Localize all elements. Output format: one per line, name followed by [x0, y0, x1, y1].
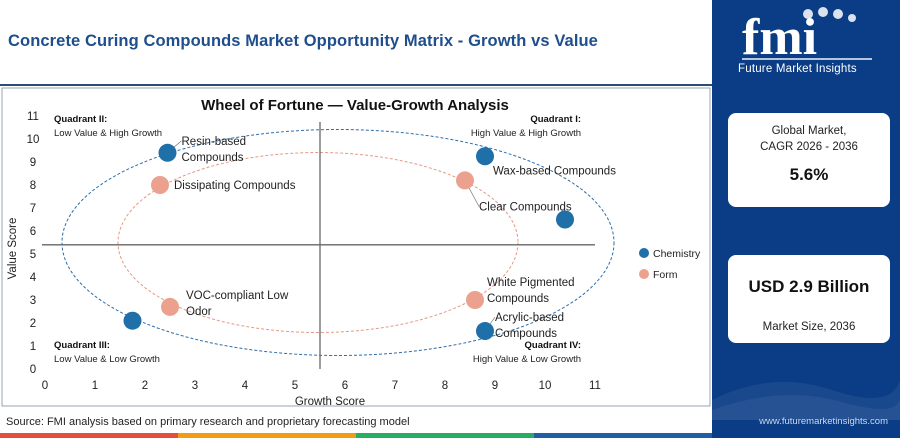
brand-name: Future Market Insights [738, 63, 857, 75]
legend-swatch [639, 248, 649, 258]
market-size-card: USD 2.9 Billion Market Size, 2036 [728, 255, 890, 343]
y-tick-label: 6 [30, 226, 36, 238]
website-link[interactable]: www.futuremarketinsights.com [759, 416, 888, 427]
y-tick-label: 5 [30, 249, 36, 261]
x-tick-label: 11 [589, 380, 601, 392]
x-tick-label: 5 [292, 380, 298, 392]
x-tick-label: 10 [539, 380, 552, 392]
chemistry-point [476, 147, 494, 166]
point-label: Compounds [182, 152, 244, 164]
chemistry-point [158, 143, 177, 162]
legend-swatch [639, 269, 649, 279]
page-title: Concrete Curing Compounds Market Opportu… [8, 32, 598, 50]
point-label: Dissipating Compounds [174, 180, 296, 192]
x-tick-label: 6 [342, 380, 348, 392]
point-label: Compounds [495, 328, 557, 340]
x-tick-label: 2 [142, 380, 148, 392]
cagr-value: 5.6% [789, 165, 829, 184]
form-point [161, 297, 179, 316]
cagr-label-line1: Global Market, [771, 125, 847, 137]
point-label: VOC-compliant Low [186, 290, 289, 302]
quadrant-description: High Value & Low Growth [473, 354, 581, 365]
legend-label: Form [653, 269, 678, 281]
chart-title: Wheel of Fortune — Value-Growth Analysis [201, 97, 509, 114]
decorative-wave-graphic [712, 380, 900, 420]
quadrant-description: Low Value & High Growth [54, 128, 162, 139]
bar-segment-red [0, 433, 178, 438]
point-label: White Pigmented [487, 277, 575, 289]
sidebar: fmi Future Market Insights Global Market… [712, 0, 900, 438]
chemistry-point [476, 322, 494, 341]
x-tick-label: 9 [492, 380, 498, 392]
quadrant-name: Quadrant I: [530, 114, 581, 125]
point-label: Resin-based [182, 136, 247, 148]
y-tick-label: 10 [27, 134, 40, 146]
x-tick-label: 0 [42, 380, 48, 392]
chemistry-point [123, 311, 142, 330]
chemistry-point [556, 210, 574, 229]
form-point [151, 176, 169, 194]
bar-segment-orange [178, 433, 356, 438]
quadrant-description: High Value & High Growth [471, 128, 581, 139]
point-label: Compounds [487, 293, 549, 305]
form-point [466, 291, 484, 309]
y-tick-label: 7 [30, 203, 36, 215]
x-tick-label: 7 [392, 380, 398, 392]
y-tick-label: 4 [30, 272, 37, 284]
title-divider [0, 84, 712, 86]
y-tick-label: 1 [30, 341, 36, 353]
logo-mark-icon: fmi [742, 9, 817, 66]
y-tick-label: 8 [30, 180, 36, 192]
opportunity-matrix-chart: Wheel of Fortune — Value-Growth Analysis… [1, 87, 711, 408]
bar-segment-blue [534, 433, 712, 438]
point-label: Clear Compounds [479, 201, 572, 213]
cagr-label-line2: CAGR 2026 - 2036 [760, 141, 858, 153]
form-point [456, 171, 474, 190]
market-size-value: USD 2.9 Billion [748, 277, 870, 296]
y-tick-label: 9 [30, 157, 36, 169]
point-label: Acrylic-based [495, 312, 564, 324]
fmi-logo: fmi [742, 7, 872, 66]
brand-color-bar [0, 433, 712, 438]
chart-area: Wheel of Fortune — Value-Growth Analysis… [0, 86, 712, 410]
point-label: Wax-based Compounds [493, 165, 616, 177]
x-tick-label: 1 [92, 380, 98, 392]
outer-ellipse [61, 129, 615, 356]
source-note: Source: FMI analysis based on primary re… [6, 416, 410, 428]
x-axis-label: Growth Score [295, 396, 365, 408]
x-tick-label: 3 [192, 380, 198, 392]
quadrant-name: Quadrant IV: [525, 340, 581, 351]
legend-label: Chemistry [653, 248, 701, 260]
y-tick-label: 0 [30, 364, 36, 376]
cagr-label: Global Market, CAGR 2026 - 2036 [728, 123, 890, 155]
quadrant-name: Quadrant II: [54, 114, 107, 125]
cagr-card: Global Market, CAGR 2026 - 2036 5.6% [728, 113, 890, 207]
x-tick-label: 8 [442, 380, 448, 392]
y-tick-label: 3 [30, 295, 36, 307]
quadrant-description: Low Value & Low Growth [54, 354, 160, 365]
x-tick-label: 4 [242, 380, 249, 392]
market-size-label: Market Size, 2036 [762, 321, 856, 333]
chart-frame [1, 87, 711, 407]
quadrant-name: Quadrant III: [54, 340, 110, 351]
y-tick-label: 11 [27, 111, 39, 123]
inner-ellipse [117, 152, 519, 333]
bar-segment-green [356, 433, 534, 438]
main-panel: Concrete Curing Compounds Market Opportu… [0, 32, 712, 438]
y-axis-label: Value Score [7, 218, 19, 280]
y-tick-label: 2 [30, 318, 36, 330]
point-label: Odor [186, 306, 212, 318]
